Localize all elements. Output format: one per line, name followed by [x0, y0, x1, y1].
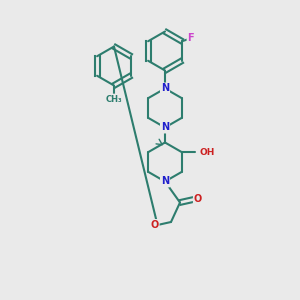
Text: N: N [161, 83, 169, 94]
Text: N: N [161, 176, 169, 187]
Text: N: N [161, 122, 169, 133]
Text: O: O [150, 220, 159, 230]
Text: F: F [188, 33, 194, 43]
Text: O: O [194, 194, 202, 205]
Text: CH₃: CH₃ [106, 94, 122, 103]
Text: OH: OH [200, 148, 215, 157]
